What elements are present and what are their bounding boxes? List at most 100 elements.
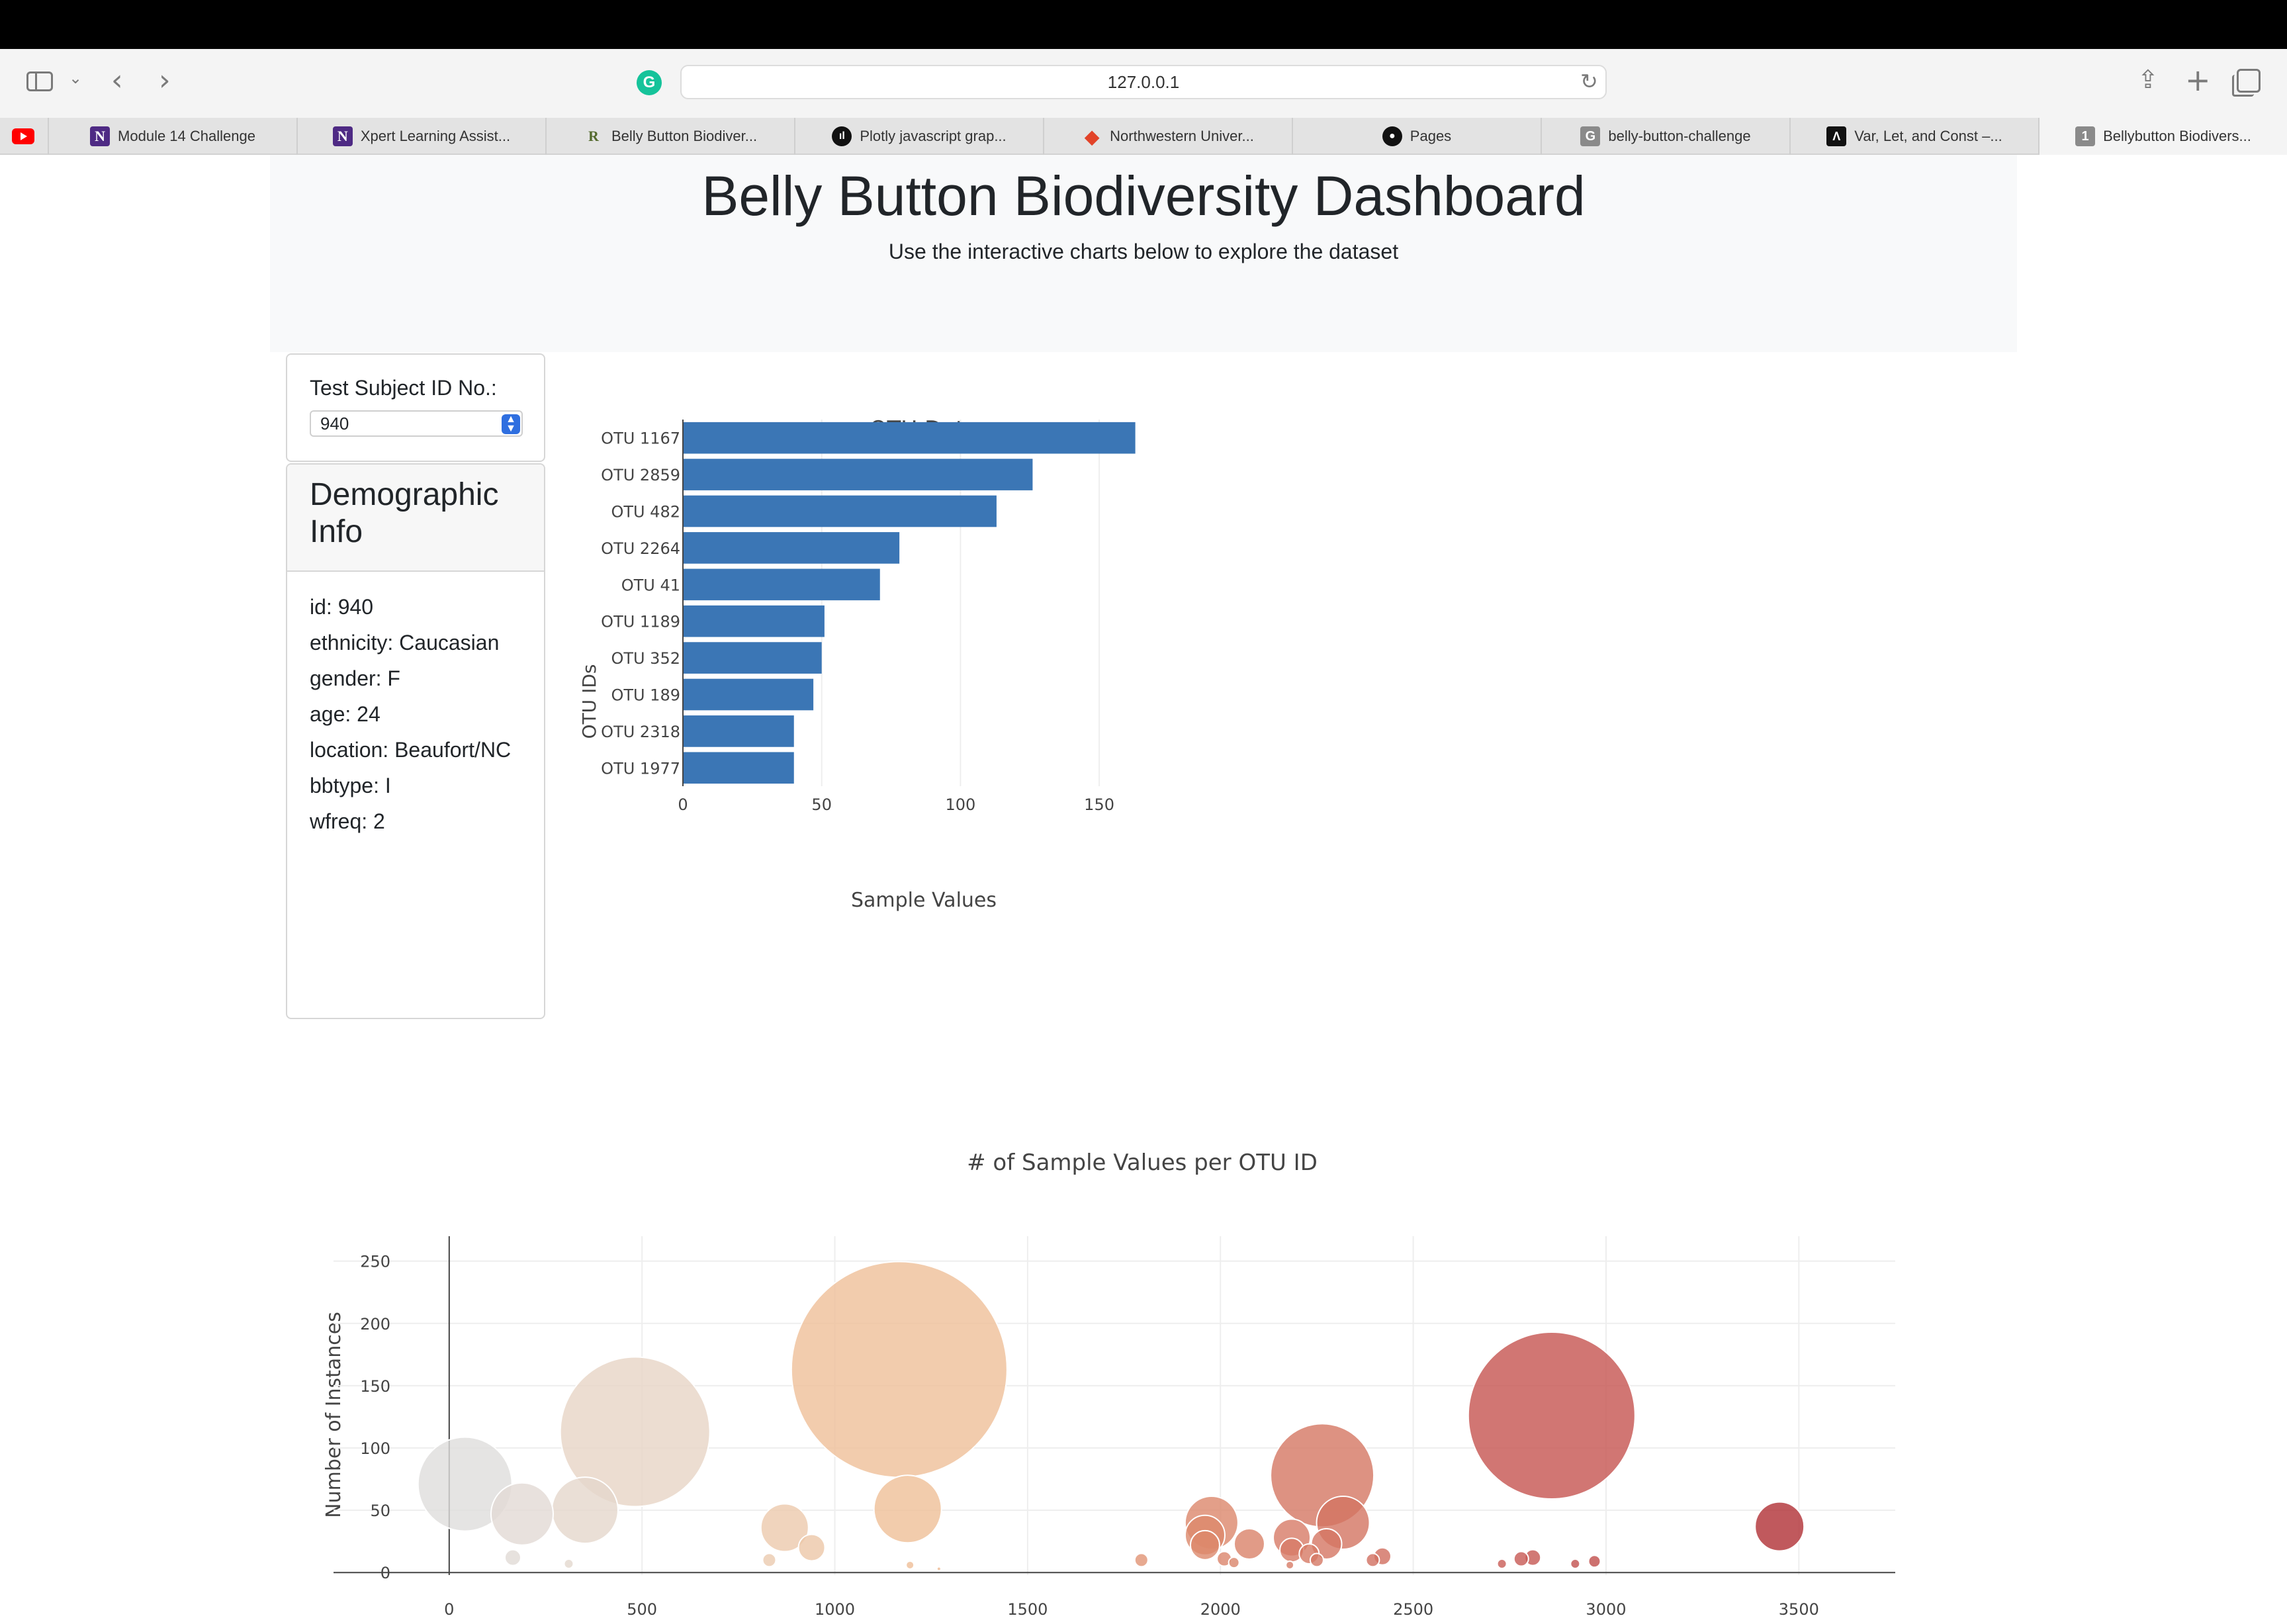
new-tab-plus-icon[interactable]: +	[2185, 62, 2211, 98]
otu-bubble-chart[interactable]: # of Sample Values per OTU ID Number of …	[291, 1108, 1932, 1624]
tab-pages[interactable]: ● Pages	[1292, 118, 1541, 155]
tab-belly-button-biodiversity-r[interactable]: R Belly Button Biodiver...	[545, 118, 794, 155]
grammarly-extension-icon[interactable]: G	[637, 70, 662, 95]
demographic-card-header: Demographic Info	[287, 465, 544, 572]
demographic-wfreq: wfreq: 2	[310, 809, 385, 833]
bar-chart-bar	[683, 715, 794, 747]
bar-chart-bar	[683, 678, 814, 711]
bubble-chart-point	[1570, 1558, 1581, 1570]
bubble-chart-x-tick: 500	[627, 1600, 657, 1619]
demographic-age: age: 24	[310, 702, 381, 726]
subject-id-selected-value: 940	[320, 413, 349, 433]
demographic-title: Demographic Info	[310, 477, 499, 549]
number-one-icon: 1	[2075, 126, 2096, 146]
bubble-chart-point	[790, 1261, 1008, 1478]
bubble-chart-y-tick: 0	[381, 1564, 390, 1582]
otu-bar-chart[interactable]: OTU Data Sample Values OTU IDs 050100150…	[569, 373, 1218, 1081]
bubble-chart-point	[1228, 1556, 1240, 1569]
bubble-chart-ylabel: Number of Instances	[322, 1312, 345, 1518]
tab-belly-button-challenge[interactable]: G belly-button-challenge	[1541, 118, 1789, 155]
bar-chart-y-tick: OTU 189	[611, 686, 680, 705]
reload-icon[interactable]: ↻	[1580, 69, 1598, 93]
bar-chart-xlabel: Sample Values	[851, 889, 997, 912]
tab-northwestern-university[interactable]: ◆ Northwestern Univer...	[1043, 118, 1292, 155]
subject-select-label: Test Subject ID No.:	[310, 376, 497, 400]
bar-chart-y-tick: OTU 2859	[601, 466, 680, 484]
system-menu-bar	[0, 0, 2287, 49]
bubble-chart-point	[504, 1549, 521, 1566]
bar-chart-bar	[683, 605, 825, 637]
bubble-chart-x-tick: 2500	[1393, 1600, 1433, 1619]
forward-arrow-icon[interactable]: ›	[159, 64, 171, 97]
tab-plotly-javascript[interactable]: ıl Plotly javascript grap...	[794, 118, 1043, 155]
chevron-down-icon[interactable]: ⌄	[69, 69, 83, 87]
bubble-chart-point	[1233, 1527, 1265, 1560]
back-arrow-icon[interactable]: ‹	[111, 64, 123, 97]
bar-chart-x-tick: 150	[1084, 795, 1114, 814]
demographic-id: id: 940	[310, 595, 374, 619]
bubble-chart-point	[905, 1560, 915, 1570]
bar-chart-bar	[683, 532, 900, 564]
bubble-chart-x-tick: 2000	[1200, 1600, 1241, 1619]
youtube-pinned-tab-icon[interactable]	[12, 128, 34, 144]
tab-xpert-learning-assistant[interactable]: N Xpert Learning Assist...	[296, 118, 545, 155]
bar-chart-ylabel: OTU IDs	[578, 664, 600, 739]
northwestern-n-icon: N	[332, 126, 353, 146]
bubble-chart-point	[1309, 1553, 1324, 1568]
gitlab-icon: ◆	[1085, 126, 1099, 147]
bubble-chart-x-tick: 1500	[1007, 1600, 1048, 1619]
bubble-chart-title: # of Sample Values per OTU ID	[967, 1150, 1318, 1176]
browser-toolbar: ⌄ ‹ › G 127.0.0.1 ↻ ⇪ +	[0, 49, 2287, 118]
tab-label: Pages	[1410, 128, 1452, 144]
bubble-chart-y-tick: 200	[360, 1315, 390, 1333]
bubble-chart-y-tick: 250	[360, 1253, 390, 1271]
page-content: Belly Button Biodiversity Dashboard Use …	[0, 155, 2287, 1619]
bar-chart-bar	[683, 459, 1033, 490]
tab-bar: N Module 14 Challenge N Xpert Learning A…	[0, 118, 2287, 155]
demographic-gender: gender: F	[310, 666, 400, 690]
tab-module-14-challenge[interactable]: N Module 14 Challenge	[48, 118, 296, 155]
bubble-chart-point	[873, 1474, 942, 1544]
bar-chart-y-tick: OTU 41	[621, 576, 680, 594]
bubble-chart-point	[1496, 1558, 1507, 1570]
address-bar-url: 127.0.0.1	[1107, 71, 1180, 92]
address-bar[interactable]: 127.0.0.1	[680, 65, 1607, 99]
bubble-chart-x-tick: 3500	[1779, 1600, 1819, 1619]
bar-chart-y-tick: OTU 352	[611, 649, 680, 668]
g-letter-icon: G	[1580, 126, 1601, 146]
sidebar-toggle-icon[interactable]	[26, 71, 53, 91]
bubble-chart-point	[936, 1566, 942, 1572]
tab-label: Northwestern Univer...	[1110, 128, 1254, 144]
bubble-chart-point	[1189, 1529, 1220, 1560]
tab-var-let-const[interactable]: Λ Var, Let, and Const –...	[1789, 118, 2038, 155]
bubble-chart-y-tick: 50	[370, 1502, 390, 1520]
jumbotron-header: Belly Button Biodiversity Dashboard Use …	[270, 155, 2017, 352]
dropdown-arrows-icon: ▲ ▼	[502, 414, 520, 434]
bar-chart-bar	[683, 495, 997, 527]
bubble-chart-point	[551, 1476, 619, 1545]
page-title: Belly Button Biodiversity Dashboard	[701, 165, 1586, 227]
github-icon: ●	[1382, 126, 1402, 146]
northwestern-n-icon: N	[90, 126, 111, 146]
share-icon[interactable]: ⇪	[2137, 65, 2159, 94]
bar-chart-bar	[683, 568, 880, 601]
tab-overview-icon[interactable]	[2232, 69, 2261, 97]
bar-chart-bar	[683, 752, 794, 784]
bubble-chart-point	[1467, 1331, 1636, 1500]
tab-label: Belly Button Biodiver...	[611, 128, 758, 144]
bar-chart-bar	[683, 642, 822, 674]
tab-label: Plotly javascript grap...	[860, 128, 1007, 144]
bubble-chart-y-tick: 100	[360, 1439, 390, 1458]
bar-chart-x-tick: 100	[945, 795, 975, 814]
bubble-chart-point	[490, 1482, 554, 1546]
tab-bellybutton-biodiversity-active[interactable]: 1 Bellybutton Biodivers...	[2038, 118, 2287, 155]
bar-chart-y-tick: OTU 2264	[601, 539, 680, 558]
bar-chart-bar	[683, 422, 1136, 454]
bar-chart-y-tick: OTU 1189	[601, 613, 680, 631]
tab-label: Module 14 Challenge	[118, 128, 255, 144]
demographic-body: id: 940 ethnicity: Caucasian gender: F a…	[310, 589, 511, 839]
bubble-chart-point	[1134, 1553, 1149, 1568]
bubble-chart-y-tick: 150	[360, 1377, 390, 1396]
subject-id-dropdown[interactable]: 940 ▲ ▼	[310, 410, 523, 437]
bubble-chart-x-tick: 3000	[1586, 1600, 1626, 1619]
